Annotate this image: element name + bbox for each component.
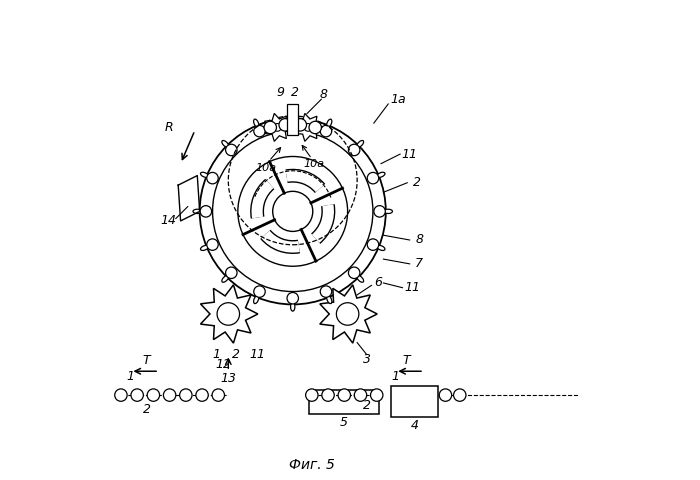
Text: 8: 8 xyxy=(415,233,424,247)
Circle shape xyxy=(264,121,276,133)
Text: 12: 12 xyxy=(216,358,232,371)
Circle shape xyxy=(238,156,348,266)
Text: 5: 5 xyxy=(340,416,348,429)
Text: 2: 2 xyxy=(413,176,421,189)
Circle shape xyxy=(254,286,265,297)
Ellipse shape xyxy=(200,245,209,251)
Polygon shape xyxy=(200,285,258,343)
Bar xyxy=(309,390,379,414)
Ellipse shape xyxy=(200,172,209,178)
Text: 11: 11 xyxy=(249,348,265,361)
Circle shape xyxy=(370,389,383,401)
Text: 1: 1 xyxy=(391,370,399,383)
Ellipse shape xyxy=(193,209,202,214)
Circle shape xyxy=(199,118,386,304)
Circle shape xyxy=(206,172,218,184)
Circle shape xyxy=(349,267,360,278)
Circle shape xyxy=(196,389,209,401)
Text: T: T xyxy=(142,354,150,367)
Circle shape xyxy=(454,389,466,401)
Circle shape xyxy=(338,389,351,401)
Circle shape xyxy=(217,303,239,325)
Circle shape xyxy=(309,121,321,133)
Ellipse shape xyxy=(253,296,259,303)
Circle shape xyxy=(147,389,160,401)
Circle shape xyxy=(368,239,379,251)
Ellipse shape xyxy=(357,276,363,282)
Circle shape xyxy=(439,389,452,401)
Text: 7: 7 xyxy=(415,257,424,270)
Circle shape xyxy=(368,172,379,184)
Circle shape xyxy=(274,123,281,131)
Text: R: R xyxy=(164,121,173,134)
Circle shape xyxy=(279,119,291,131)
Text: 4: 4 xyxy=(410,419,419,432)
Ellipse shape xyxy=(222,141,229,147)
Ellipse shape xyxy=(222,276,229,282)
Circle shape xyxy=(320,125,332,137)
Ellipse shape xyxy=(327,119,332,127)
Text: 2: 2 xyxy=(291,85,299,98)
Circle shape xyxy=(304,123,312,131)
Text: 2: 2 xyxy=(363,399,371,412)
Text: 11: 11 xyxy=(402,147,418,161)
Circle shape xyxy=(180,389,192,401)
Text: T: T xyxy=(402,354,410,367)
Circle shape xyxy=(294,119,307,131)
Text: 3: 3 xyxy=(363,353,371,366)
Text: 9: 9 xyxy=(276,85,285,98)
Circle shape xyxy=(322,389,335,401)
Polygon shape xyxy=(265,113,292,141)
Circle shape xyxy=(225,144,237,156)
Text: 13: 13 xyxy=(220,372,237,385)
Ellipse shape xyxy=(357,141,363,147)
Circle shape xyxy=(115,389,127,401)
Circle shape xyxy=(340,306,356,322)
Circle shape xyxy=(131,389,144,401)
Bar xyxy=(391,385,438,417)
Ellipse shape xyxy=(327,296,332,303)
Ellipse shape xyxy=(377,245,385,251)
Circle shape xyxy=(206,239,218,251)
Ellipse shape xyxy=(253,119,259,127)
Text: 1: 1 xyxy=(127,370,134,383)
Ellipse shape xyxy=(290,302,295,311)
Polygon shape xyxy=(320,285,377,343)
Circle shape xyxy=(306,389,318,401)
Circle shape xyxy=(273,192,313,231)
Polygon shape xyxy=(295,113,322,141)
Text: 2: 2 xyxy=(232,348,239,361)
Text: 1a: 1a xyxy=(390,93,405,106)
Text: 2: 2 xyxy=(144,403,151,416)
Text: 14: 14 xyxy=(161,215,176,228)
Circle shape xyxy=(287,119,298,130)
Ellipse shape xyxy=(377,172,385,178)
Ellipse shape xyxy=(384,209,393,214)
Circle shape xyxy=(220,306,237,322)
Text: 10a: 10a xyxy=(304,159,325,168)
Circle shape xyxy=(374,205,385,217)
Circle shape xyxy=(225,267,237,278)
Circle shape xyxy=(200,205,211,217)
Circle shape xyxy=(212,389,225,401)
Circle shape xyxy=(254,125,265,137)
Ellipse shape xyxy=(290,112,295,120)
Circle shape xyxy=(320,286,332,297)
Circle shape xyxy=(163,389,176,401)
Text: 1: 1 xyxy=(212,348,220,361)
Circle shape xyxy=(337,303,359,325)
Bar xyxy=(287,104,298,135)
Circle shape xyxy=(354,389,367,401)
Text: 8: 8 xyxy=(320,88,328,101)
Circle shape xyxy=(287,292,298,304)
Text: 10a: 10a xyxy=(256,163,277,173)
Circle shape xyxy=(213,131,373,291)
Text: 11: 11 xyxy=(404,281,420,294)
Text: Фиг. 5: Фиг. 5 xyxy=(289,458,335,472)
Circle shape xyxy=(349,144,360,156)
Text: 6: 6 xyxy=(374,276,383,289)
